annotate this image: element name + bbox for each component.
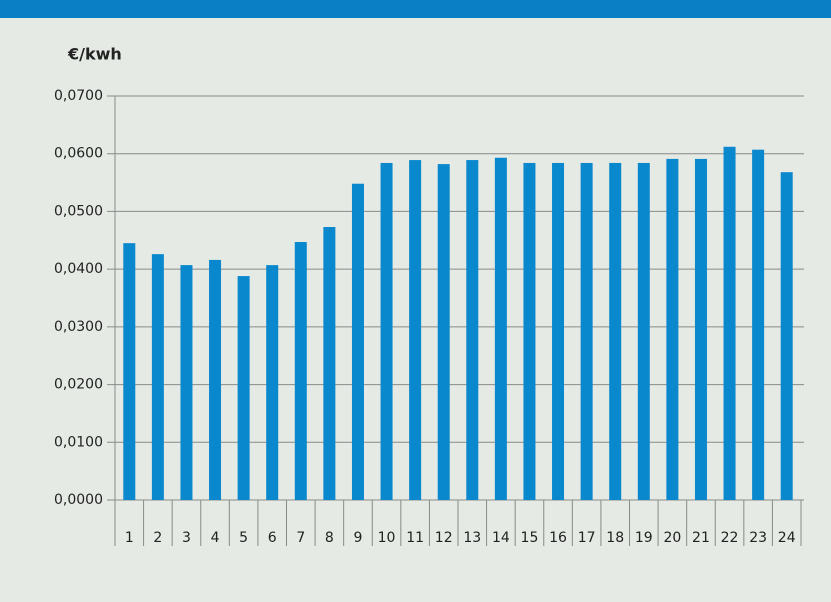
x-tick-label: 14 [492,530,510,546]
bar [752,149,765,500]
bar [666,158,679,500]
x-tick-label: 20 [663,530,681,546]
x-tick-label: 21 [692,530,710,546]
x-tick-label: 8 [325,530,334,546]
y-axis-label: €/kwh [67,45,122,64]
y-tick-label: 0,0600 [54,146,103,162]
bar [351,183,364,500]
x-tick-label: 15 [521,530,539,546]
x-tick-label: 22 [721,530,739,546]
x-tick-label: 3 [182,530,191,546]
bar [266,265,279,500]
bar [723,146,736,500]
x-tick-label: 4 [211,530,220,546]
x-tick-label: 13 [463,530,481,546]
bar [494,157,507,501]
x-tick-label: 23 [749,530,767,546]
y-tick-label: 0,0200 [54,377,103,393]
bar [780,172,793,500]
x-tick-label: 6 [268,530,277,546]
bar [123,243,136,500]
bar [437,164,450,501]
bar [294,242,307,500]
bar [209,259,222,500]
bar [694,158,707,500]
x-tick-label: 10 [378,530,396,546]
x-tick-label: 9 [353,530,362,546]
bar [180,265,193,500]
x-tick-label: 18 [606,530,624,546]
bar [523,162,536,500]
bar [466,160,479,500]
x-tick-label: 17 [578,530,596,546]
x-tick-label: 1 [125,530,134,546]
x-tick-label: 11 [406,530,424,546]
y-tick-label: 0,0400 [54,261,103,277]
bar [637,162,650,500]
x-tick-label: 19 [635,530,653,546]
bar [237,276,250,500]
bar [609,162,622,500]
y-tick-label: 0,0100 [54,434,103,450]
x-tick-label: 7 [296,530,305,546]
y-tick-label: 0,0300 [54,319,103,335]
bar [380,162,393,500]
x-tick-label: 2 [153,530,162,546]
bar [151,254,164,500]
x-tick-label: 5 [239,530,248,546]
y-tick-label: 0,0000 [54,492,103,508]
bar [323,227,336,501]
y-tick-label: 0,0700 [54,88,103,104]
bar [580,162,593,500]
bar [409,160,422,500]
y-tick-label: 0,0500 [54,203,103,219]
x-tick-label: 24 [778,530,796,546]
x-tick-label: 12 [435,530,453,546]
x-tick-label: 16 [549,530,567,546]
top-bar [0,0,831,18]
bar [552,162,565,500]
